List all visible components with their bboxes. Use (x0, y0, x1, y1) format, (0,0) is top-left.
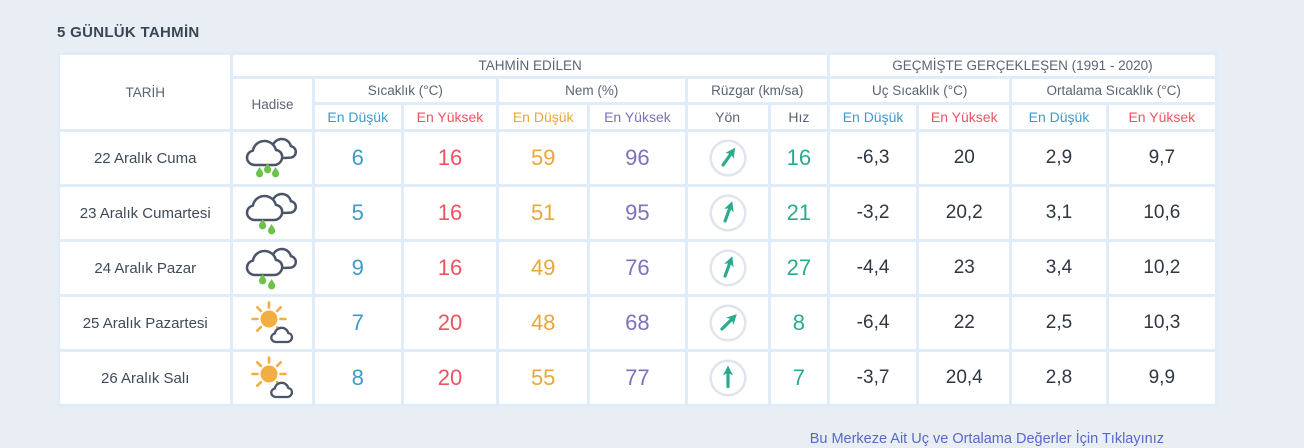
weather-event-cell (233, 297, 312, 349)
ext-lowest-value: -6,4 (829, 297, 917, 349)
hum-highest-value: 77 (590, 352, 685, 404)
column-header-wind-direction: Yön (687, 105, 768, 129)
column-header-temp-highest: En Yüksek (403, 105, 497, 129)
temp-lowest-value: 8 (314, 352, 401, 404)
column-header-event: Hadise (233, 79, 312, 129)
column-header-wind-speed: Hız (770, 105, 827, 129)
ext-highest-value: 20 (919, 132, 1010, 184)
wind-speed-value: 8 (770, 297, 827, 349)
temp-highest-value: 16 (403, 132, 497, 184)
avg-lowest-value: 3,4 (1012, 242, 1106, 294)
hum-highest-value: 76 (590, 242, 685, 294)
forecast-date: 23 Aralık Cumartesi (60, 187, 231, 239)
hum-lowest-value: 48 (499, 297, 588, 349)
temp-highest-value: 20 (403, 297, 497, 349)
forecast-row: 25 Aralık Pazartesi 7 20 48 68 8 -6,4 22… (60, 297, 1215, 349)
partly-sunny-icon (250, 356, 293, 399)
ext-highest-value: 23 (919, 242, 1010, 294)
weather-event-cell (233, 187, 312, 239)
ext-lowest-value: -3,7 (829, 352, 917, 404)
column-header-ext-highest: En Yüksek (919, 105, 1010, 129)
hum-lowest-value: 49 (499, 242, 588, 294)
temp-lowest-value: 6 (314, 132, 401, 184)
forecast-row: 23 Aralık Cumartesi 5 16 51 95 21 -3,2 2… (60, 187, 1215, 239)
group-header-humidity: Nem (%) (499, 79, 685, 102)
avg-lowest-value: 2,5 (1012, 297, 1106, 349)
wind-direction-arrow-icon (701, 132, 754, 184)
wind-direction-cell (687, 132, 768, 184)
hum-lowest-value: 55 (499, 352, 588, 404)
forecast-row: 26 Aralık Salı 8 20 55 77 7 -3,7 20,4 2,… (60, 352, 1215, 404)
column-header-ext-lowest: En Düşük (829, 105, 917, 129)
page-title: 5 GÜNLÜK TAHMİN (57, 24, 200, 41)
wind-direction-arrow-icon (703, 189, 752, 237)
avg-highest-value: 9,7 (1108, 132, 1215, 184)
group-header-wind: Rüzgar (km/sa) (687, 79, 827, 102)
column-header-date: TARİH (60, 55, 231, 129)
forecast-row: 24 Aralık Pazar 9 16 49 76 27 -4,4 23 3,… (60, 242, 1215, 294)
group-header-past: GEÇMİŞTE GERÇEKLEŞEN (1991 - 2020) (829, 55, 1215, 76)
ext-lowest-value: -4,4 (829, 242, 917, 294)
weather-event-cell (233, 242, 312, 294)
wind-direction-arrow-icon (701, 297, 754, 349)
forecast-date: 26 Aralık Salı (60, 352, 231, 404)
column-header-avg-highest: En Yüksek (1108, 105, 1215, 129)
wind-speed-value: 7 (770, 352, 827, 404)
column-header-hum-lowest: En Düşük (499, 105, 588, 129)
column-header-hum-highest: En Yüksek (590, 105, 685, 129)
wind-speed-value: 27 (770, 242, 827, 294)
avg-highest-value: 10,6 (1108, 187, 1215, 239)
temp-highest-value: 20 (403, 352, 497, 404)
weather-event-cell (233, 132, 312, 184)
ext-highest-value: 22 (919, 297, 1010, 349)
ext-lowest-value: -3,2 (829, 187, 917, 239)
partly-sunny-icon (250, 301, 293, 344)
hum-highest-value: 68 (590, 297, 685, 349)
ext-lowest-value: -6,3 (829, 132, 917, 184)
temp-highest-value: 16 (403, 187, 497, 239)
hum-highest-value: 96 (590, 132, 685, 184)
avg-highest-value: 9,9 (1108, 352, 1215, 404)
temp-highest-value: 16 (403, 242, 497, 294)
forecast-table: TARİH TAHMİN EDİLEN GEÇMİŞTE GERÇEKLEŞEN… (57, 52, 1218, 407)
hum-lowest-value: 51 (499, 187, 588, 239)
forecast-date: 25 Aralık Pazartesi (60, 297, 231, 349)
wind-direction-cell (687, 242, 768, 294)
avg-highest-value: 10,3 (1108, 297, 1215, 349)
ext-highest-value: 20,2 (919, 187, 1010, 239)
rainy-icon (245, 192, 297, 236)
wind-direction-arrow-icon (703, 244, 752, 292)
temp-lowest-value: 5 (314, 187, 401, 239)
weather-event-cell (233, 352, 312, 404)
ext-highest-value: 20,4 (919, 352, 1010, 404)
wind-direction-cell (687, 352, 768, 404)
group-header-temperature: Sıcaklık (°C) (314, 79, 497, 102)
group-header-extreme-temp: Uç Sıcaklık (°C) (829, 79, 1010, 102)
wind-speed-value: 16 (770, 132, 827, 184)
wind-speed-value: 21 (770, 187, 827, 239)
avg-highest-value: 10,2 (1108, 242, 1215, 294)
wind-direction-cell (687, 187, 768, 239)
wind-direction-cell (687, 297, 768, 349)
column-header-temp-lowest: En Düşük (314, 105, 401, 129)
wind-direction-arrow-icon (708, 359, 747, 397)
temp-lowest-value: 9 (314, 242, 401, 294)
rainy-icon (245, 247, 297, 291)
avg-lowest-value: 3,1 (1012, 187, 1106, 239)
avg-lowest-value: 2,9 (1012, 132, 1106, 184)
forecast-date: 24 Aralık Pazar (60, 242, 231, 294)
forecast-row: 22 Aralık Cuma 6 16 59 96 16 -6,3 20 2,9… (60, 132, 1215, 184)
group-header-avg-temp: Ortalama Sıcaklık (°C) (1012, 79, 1215, 102)
forecast-date: 22 Aralık Cuma (60, 132, 231, 184)
group-header-predicted: TAHMİN EDİLEN (233, 55, 827, 76)
hum-highest-value: 95 (590, 187, 685, 239)
temp-lowest-value: 7 (314, 297, 401, 349)
column-header-avg-lowest: En Düşük (1012, 105, 1106, 129)
past-values-link[interactable]: Bu Merkeze Ait Uç ve Ortalama Değerler İ… (809, 431, 1164, 447)
rainy-icon (245, 137, 297, 179)
hum-lowest-value: 59 (499, 132, 588, 184)
avg-lowest-value: 2,8 (1012, 352, 1106, 404)
